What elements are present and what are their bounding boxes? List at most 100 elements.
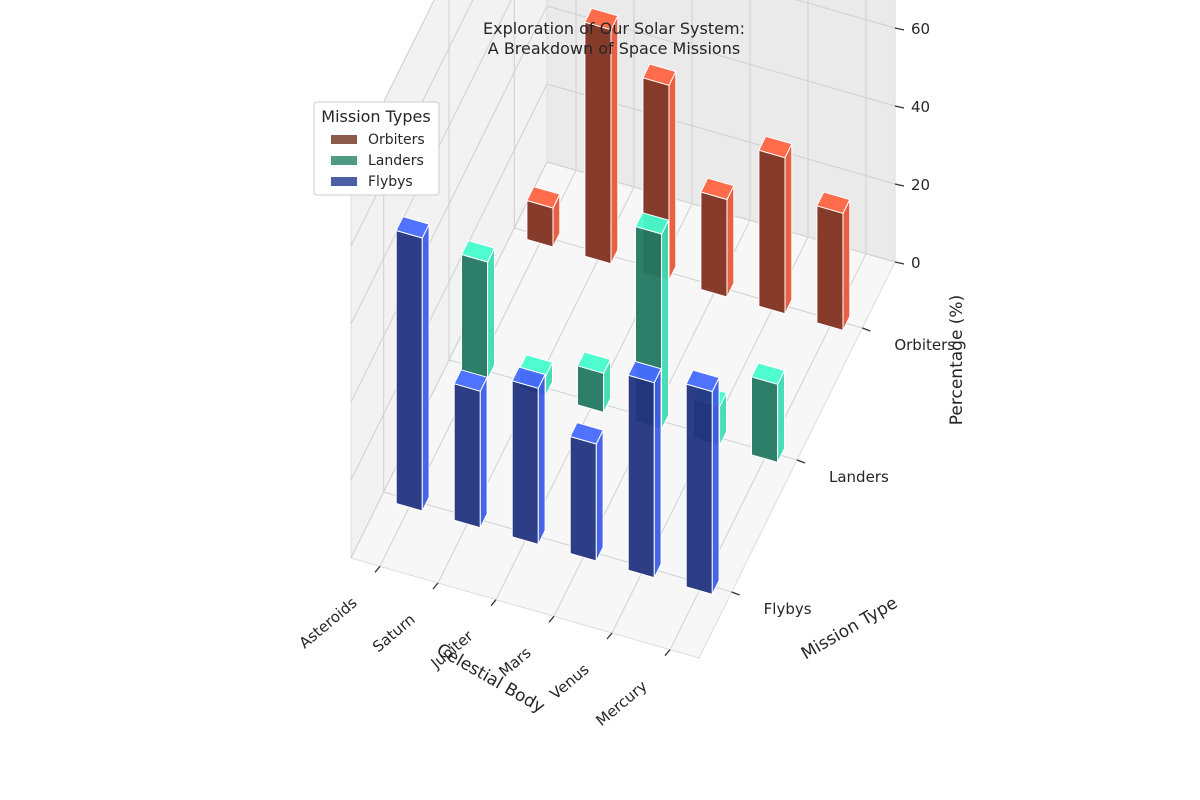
y-tick xyxy=(731,591,740,596)
legend-swatch-landers xyxy=(331,156,357,165)
bar-top-face xyxy=(627,360,662,384)
bar-front-face xyxy=(526,199,554,248)
bar-side-face xyxy=(842,199,851,331)
z-tick xyxy=(894,261,905,265)
bar-top-face xyxy=(584,7,619,31)
bar-side-face xyxy=(421,223,430,512)
bar-front-face xyxy=(816,205,844,331)
bar-landers-jupiter xyxy=(576,351,612,413)
y-tick xyxy=(862,327,871,332)
bar-flybys-mars xyxy=(569,422,604,562)
bar-orbiters-mercury xyxy=(816,191,851,331)
chart-title-line2: A Breakdown of Space Missions xyxy=(488,39,740,58)
bar-front-face xyxy=(569,435,597,562)
y-tick-label: Landers xyxy=(829,468,889,486)
bar-side-face xyxy=(668,71,677,281)
bar-front-face xyxy=(395,229,423,512)
bar-front-face xyxy=(685,383,713,595)
bar-flybys-saturn xyxy=(453,369,488,529)
z-gridline xyxy=(350,0,435,169)
bar-top-face xyxy=(685,369,720,393)
bar-top-face xyxy=(511,366,546,389)
bar-flybys-venus xyxy=(627,360,662,579)
x-tick xyxy=(606,632,613,640)
x-tick xyxy=(664,649,671,657)
bar-side-face xyxy=(711,377,720,595)
legend-swatch-orbiters xyxy=(331,135,357,144)
x-tick xyxy=(432,582,439,590)
bar-front-face xyxy=(453,383,481,529)
legend-entry-landers: Landers xyxy=(331,153,424,169)
bar-landers-mercury xyxy=(750,362,786,463)
bar-top-face xyxy=(700,177,735,201)
bar-side-face xyxy=(784,143,793,314)
legend-label-orbiters: Orbiters xyxy=(368,132,425,148)
bar-orbiters-asteroids xyxy=(526,186,561,248)
legend-title: Mission Types xyxy=(321,107,430,126)
x-tick xyxy=(548,615,555,623)
x-tick xyxy=(490,599,497,607)
legend-swatch-flybys xyxy=(331,177,357,186)
x-tick-label: Mercury xyxy=(592,677,650,730)
chart-bars xyxy=(395,7,851,595)
legend-frame xyxy=(313,101,440,196)
bar-top-face xyxy=(634,212,670,235)
z-tick-label: 40 xyxy=(911,98,930,116)
bar-top-face xyxy=(576,351,612,374)
legend: Mission Types Orbiters Landers Flybys xyxy=(313,101,440,196)
z-tick-label: 0 xyxy=(911,254,921,272)
bar-front-face xyxy=(511,380,539,545)
bar-top-face xyxy=(526,186,561,209)
x-tick-label: Saturn xyxy=(369,610,419,656)
bar-orbiters-venus xyxy=(758,135,793,315)
bar-front-face xyxy=(461,253,489,380)
z-tick xyxy=(894,27,905,31)
x-axis-label: Celestial Body xyxy=(433,640,548,718)
bar-side-face xyxy=(661,219,669,430)
y-tick-label: Orbiters xyxy=(894,336,955,354)
z-axis-label: Percentage (%) xyxy=(947,295,967,425)
bar-front-face xyxy=(584,21,612,265)
bar-side-face xyxy=(777,370,785,463)
chart-title-line1: Exploration of Our Solar System: xyxy=(483,19,745,38)
y-tick xyxy=(796,459,806,464)
bar-side-face xyxy=(653,368,662,578)
bar-landers-asteroids xyxy=(460,240,496,380)
bar-top-face xyxy=(750,362,786,385)
bar-top-face xyxy=(758,135,793,159)
legend-label-landers: Landers xyxy=(368,153,424,169)
bar-top-face xyxy=(816,191,851,214)
bar-front-face xyxy=(751,376,779,463)
bar-front-face xyxy=(627,374,655,579)
bar-front-face xyxy=(758,149,786,315)
x-tick-label: Asteroids xyxy=(296,593,361,652)
bar-front-face xyxy=(577,365,605,413)
bar-top-face xyxy=(453,369,488,392)
legend-entry-flybys: Flybys xyxy=(331,174,413,190)
y-axis-label: Mission Type xyxy=(798,593,901,664)
bar-flybys-mercury xyxy=(685,369,720,595)
bar-side-face xyxy=(537,374,546,545)
bar-top-face xyxy=(395,216,430,239)
y-tick-label: Flybys xyxy=(764,600,812,618)
chart-panes xyxy=(350,0,896,659)
bar-top-face xyxy=(460,240,496,263)
legend-entry-orbiters: Orbiters xyxy=(331,132,425,148)
legend-label-flybys: Flybys xyxy=(368,174,413,190)
bar-flybys-asteroids xyxy=(395,216,430,512)
bar-top-face xyxy=(569,422,604,445)
z-tick-label: 20 xyxy=(911,176,930,194)
bar-orbiters-saturn xyxy=(584,7,619,265)
bar-flybys-jupiter xyxy=(511,366,546,545)
bar-side-face xyxy=(479,377,488,528)
bar-top-face xyxy=(642,63,677,86)
bar-side-face xyxy=(726,185,735,298)
z-tick xyxy=(894,105,905,109)
x-tick-label: Venus xyxy=(546,660,592,703)
x-tick xyxy=(374,565,381,573)
bar-side-face xyxy=(595,429,604,562)
bar-orbiters-mars xyxy=(700,177,735,298)
z-tick xyxy=(894,183,905,187)
